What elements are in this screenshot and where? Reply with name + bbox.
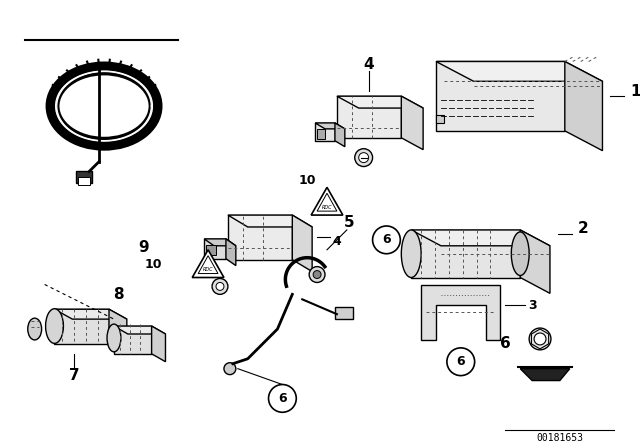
Circle shape xyxy=(447,348,475,375)
Circle shape xyxy=(355,149,372,167)
Polygon shape xyxy=(335,123,345,146)
Bar xyxy=(76,172,92,183)
Polygon shape xyxy=(204,239,236,246)
Polygon shape xyxy=(315,123,345,129)
Ellipse shape xyxy=(511,232,529,276)
Polygon shape xyxy=(54,309,127,319)
Polygon shape xyxy=(520,369,570,380)
Circle shape xyxy=(534,333,546,345)
Circle shape xyxy=(372,226,401,254)
Text: 4: 4 xyxy=(364,57,374,72)
Text: 4: 4 xyxy=(332,235,340,248)
Ellipse shape xyxy=(45,309,63,344)
Polygon shape xyxy=(228,215,312,227)
Polygon shape xyxy=(192,250,224,277)
Polygon shape xyxy=(54,309,109,344)
Bar xyxy=(78,177,90,185)
Text: 8: 8 xyxy=(113,287,124,302)
Polygon shape xyxy=(421,285,500,340)
Text: 6: 6 xyxy=(500,336,511,351)
Text: 10: 10 xyxy=(145,258,163,271)
Circle shape xyxy=(224,363,236,375)
Bar xyxy=(206,245,216,255)
Polygon shape xyxy=(337,96,401,138)
Text: 6: 6 xyxy=(278,392,287,405)
Polygon shape xyxy=(412,230,550,246)
Polygon shape xyxy=(401,96,423,150)
Polygon shape xyxy=(436,61,565,131)
Text: 3: 3 xyxy=(528,299,537,312)
Polygon shape xyxy=(436,61,602,81)
Polygon shape xyxy=(152,326,166,362)
Bar xyxy=(317,129,325,139)
Circle shape xyxy=(216,282,224,290)
Text: 6: 6 xyxy=(382,233,391,246)
Text: 2: 2 xyxy=(578,221,588,237)
Polygon shape xyxy=(228,215,292,260)
Polygon shape xyxy=(114,326,152,354)
Circle shape xyxy=(358,153,369,163)
Polygon shape xyxy=(226,239,236,266)
Polygon shape xyxy=(412,230,520,277)
Ellipse shape xyxy=(28,318,42,340)
Circle shape xyxy=(309,267,325,282)
Text: 00181653: 00181653 xyxy=(536,433,584,443)
Circle shape xyxy=(269,384,296,412)
Text: 7: 7 xyxy=(69,368,79,383)
Text: 1: 1 xyxy=(630,84,640,99)
Ellipse shape xyxy=(401,230,421,277)
Circle shape xyxy=(212,279,228,294)
Bar xyxy=(335,307,353,319)
Ellipse shape xyxy=(107,324,121,352)
Text: 9: 9 xyxy=(138,240,149,255)
Bar xyxy=(436,115,444,123)
Polygon shape xyxy=(315,123,335,141)
Polygon shape xyxy=(520,230,550,293)
Text: RDC: RDC xyxy=(322,205,332,210)
Text: 6: 6 xyxy=(456,355,465,368)
Circle shape xyxy=(529,328,551,350)
Polygon shape xyxy=(114,326,166,334)
Text: RDC: RDC xyxy=(203,267,213,272)
Polygon shape xyxy=(337,96,423,108)
Polygon shape xyxy=(311,187,343,215)
Text: 5: 5 xyxy=(344,215,354,229)
Polygon shape xyxy=(565,61,602,151)
Polygon shape xyxy=(109,309,127,354)
Text: 10: 10 xyxy=(298,174,316,187)
Circle shape xyxy=(313,271,321,279)
Polygon shape xyxy=(204,239,226,258)
Polygon shape xyxy=(292,215,312,271)
